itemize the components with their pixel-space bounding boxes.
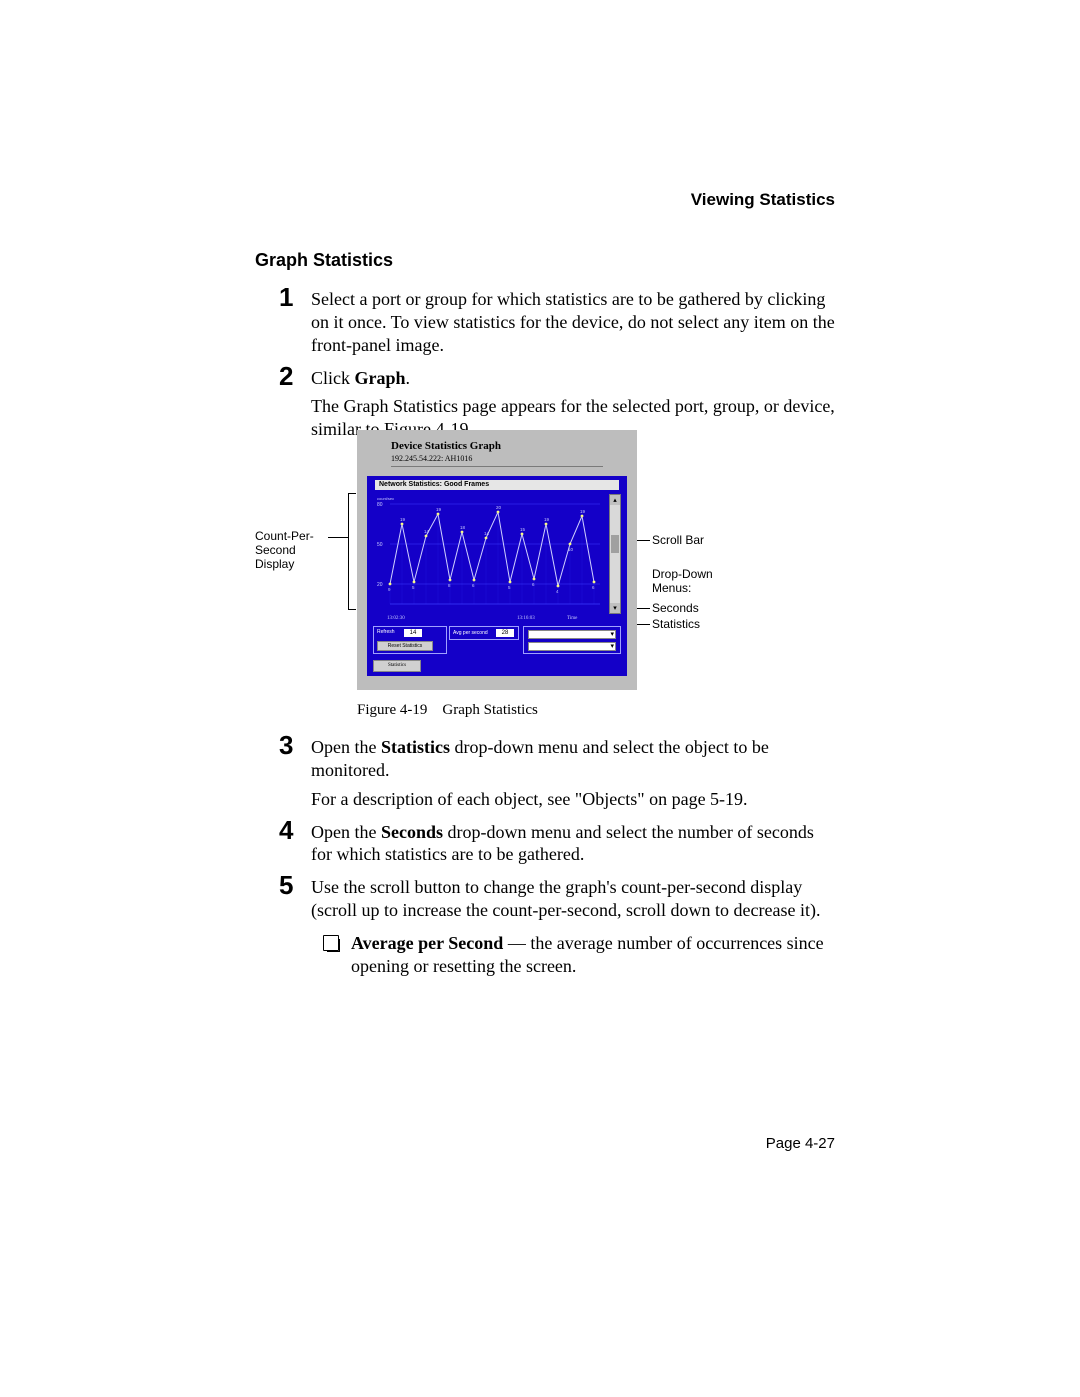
svg-text:6: 6 [532,582,535,587]
bullet-icon [323,935,339,951]
svg-text:count/sec: count/sec [377,496,394,501]
x-axis-label: Time [567,616,577,621]
page-number: Page 4-27 [766,1135,835,1152]
step-3-number: 3 [279,730,293,761]
figure-4-19: Count-Per-Second Display Scroll Bar Drop… [260,430,820,740]
step-4: 4 Open the Seconds drop-down menu and se… [279,821,839,867]
svg-text:10: 10 [568,547,574,552]
step-2-line1: Click Graph. [311,367,839,390]
graph-scrollbar[interactable]: ▴ ▾ [609,494,621,614]
step-2-bold: Graph [355,368,406,388]
bullet-bold: Average per Second [351,933,503,953]
statistics-dropdown[interactable] [528,642,616,651]
svg-text:5: 5 [508,585,511,590]
step-2-prefix: Click [311,368,355,388]
refresh-input[interactable]: 14 [404,629,422,637]
controls-row: Refresh 14 Reset Statistics Avg per seco… [373,626,621,654]
section-title: Graph Statistics [255,250,393,271]
svg-text:20: 20 [496,505,502,510]
svg-text:19: 19 [580,509,586,514]
reset-statistics-button[interactable]: Reset Statistics [377,641,433,651]
annotation-dropdown-title: Drop-Down Menus: [652,568,742,596]
x-axis-start: 13:02:30 [387,616,405,621]
graph-header: Network Statistics: Good Frames [375,480,619,490]
screenshot-title: Device Statistics Graph [391,440,501,452]
annotation-dropdown-statistics: Statistics [652,618,700,632]
svg-text:14: 14 [424,529,430,534]
step-1-text: Select a port or group for which statist… [311,288,839,357]
control-group-right [523,626,621,654]
graph-panel: Network Statistics: Good Frames 80 50 20 9 1… [367,476,627,676]
page-header-right: Viewing Statistics [691,190,835,210]
figure-caption-prefix: Figure 4-19 [357,702,427,718]
step-5-number: 5 [279,870,293,901]
step-3-line1: Open the Statistics drop-down menu and s… [311,736,839,782]
step-4-prefix: Open the [311,822,381,842]
step-3: 3 Open the Statistics drop-down menu and… [279,736,839,811]
bracket-count-per-second [348,493,356,610]
svg-text:9: 9 [388,587,391,592]
statistics-button[interactable]: Statistics [373,660,421,672]
step-3-prefix: Open the [311,737,381,757]
svg-text:15: 15 [520,527,526,532]
step-5-text: Use the scroll button to change the grap… [311,876,839,922]
avg-input[interactable]: 28 [496,629,514,637]
annotation-scroll-bar: Scroll Bar [652,534,704,548]
svg-text:19: 19 [544,517,550,522]
seconds-dropdown[interactable] [528,630,616,639]
step-1: 1 Select a port or group for which stati… [279,288,839,357]
control-group-mid: Avg per second 28 [449,626,519,640]
step-1-number: 1 [279,282,293,313]
step-3-line2: For a description of each object, see "O… [311,788,839,811]
screenshot-subtitle: 192.245.54.222: AH1016 [391,454,472,463]
bullet-avg-per-second: Average per Second — the average number … [311,932,839,978]
scroll-thumb[interactable] [611,535,619,553]
step-5: 5 Use the scroll button to change the gr… [279,876,839,977]
step-4-number: 4 [279,815,293,846]
svg-text:6: 6 [592,585,595,590]
svg-text:20: 20 [377,582,383,588]
control-group-left: Refresh 14 Reset Statistics [373,626,447,654]
step-3-bold: Statistics [381,737,450,757]
svg-text:18: 18 [460,525,466,530]
figure-caption-title: Graph Statistics [442,702,537,718]
step-2-suffix: . [406,368,411,388]
step-4-text: Open the Seconds drop-down menu and sele… [311,821,839,867]
svg-text:80: 80 [377,502,383,508]
svg-text:4: 4 [556,589,559,594]
svg-text:5: 5 [412,585,415,590]
chart-area: 8050209195141981861420515619410196count/… [375,494,605,614]
svg-text:19: 19 [436,507,442,512]
svg-text:50: 50 [377,542,383,548]
step-4-bold: Seconds [381,822,443,842]
svg-text:19: 19 [400,517,406,522]
annotation-dropdown-seconds: Seconds [652,602,699,616]
x-axis-end: 13:16:03 [517,616,535,621]
svg-text:14: 14 [484,531,490,536]
avg-label: Avg per second [453,630,488,636]
scroll-down-icon[interactable]: ▾ [610,603,620,613]
step-2-number: 2 [279,361,293,392]
scroll-up-icon[interactable]: ▴ [610,495,620,505]
screenshot-panel: Device Statistics Graph 192.245.54.222: … [357,430,637,690]
annotation-count-per-second: Count-Per-Second Display [255,530,335,571]
refresh-label: Refresh [377,629,395,635]
figure-caption: Figure 4-19 Graph Statistics [357,702,538,719]
